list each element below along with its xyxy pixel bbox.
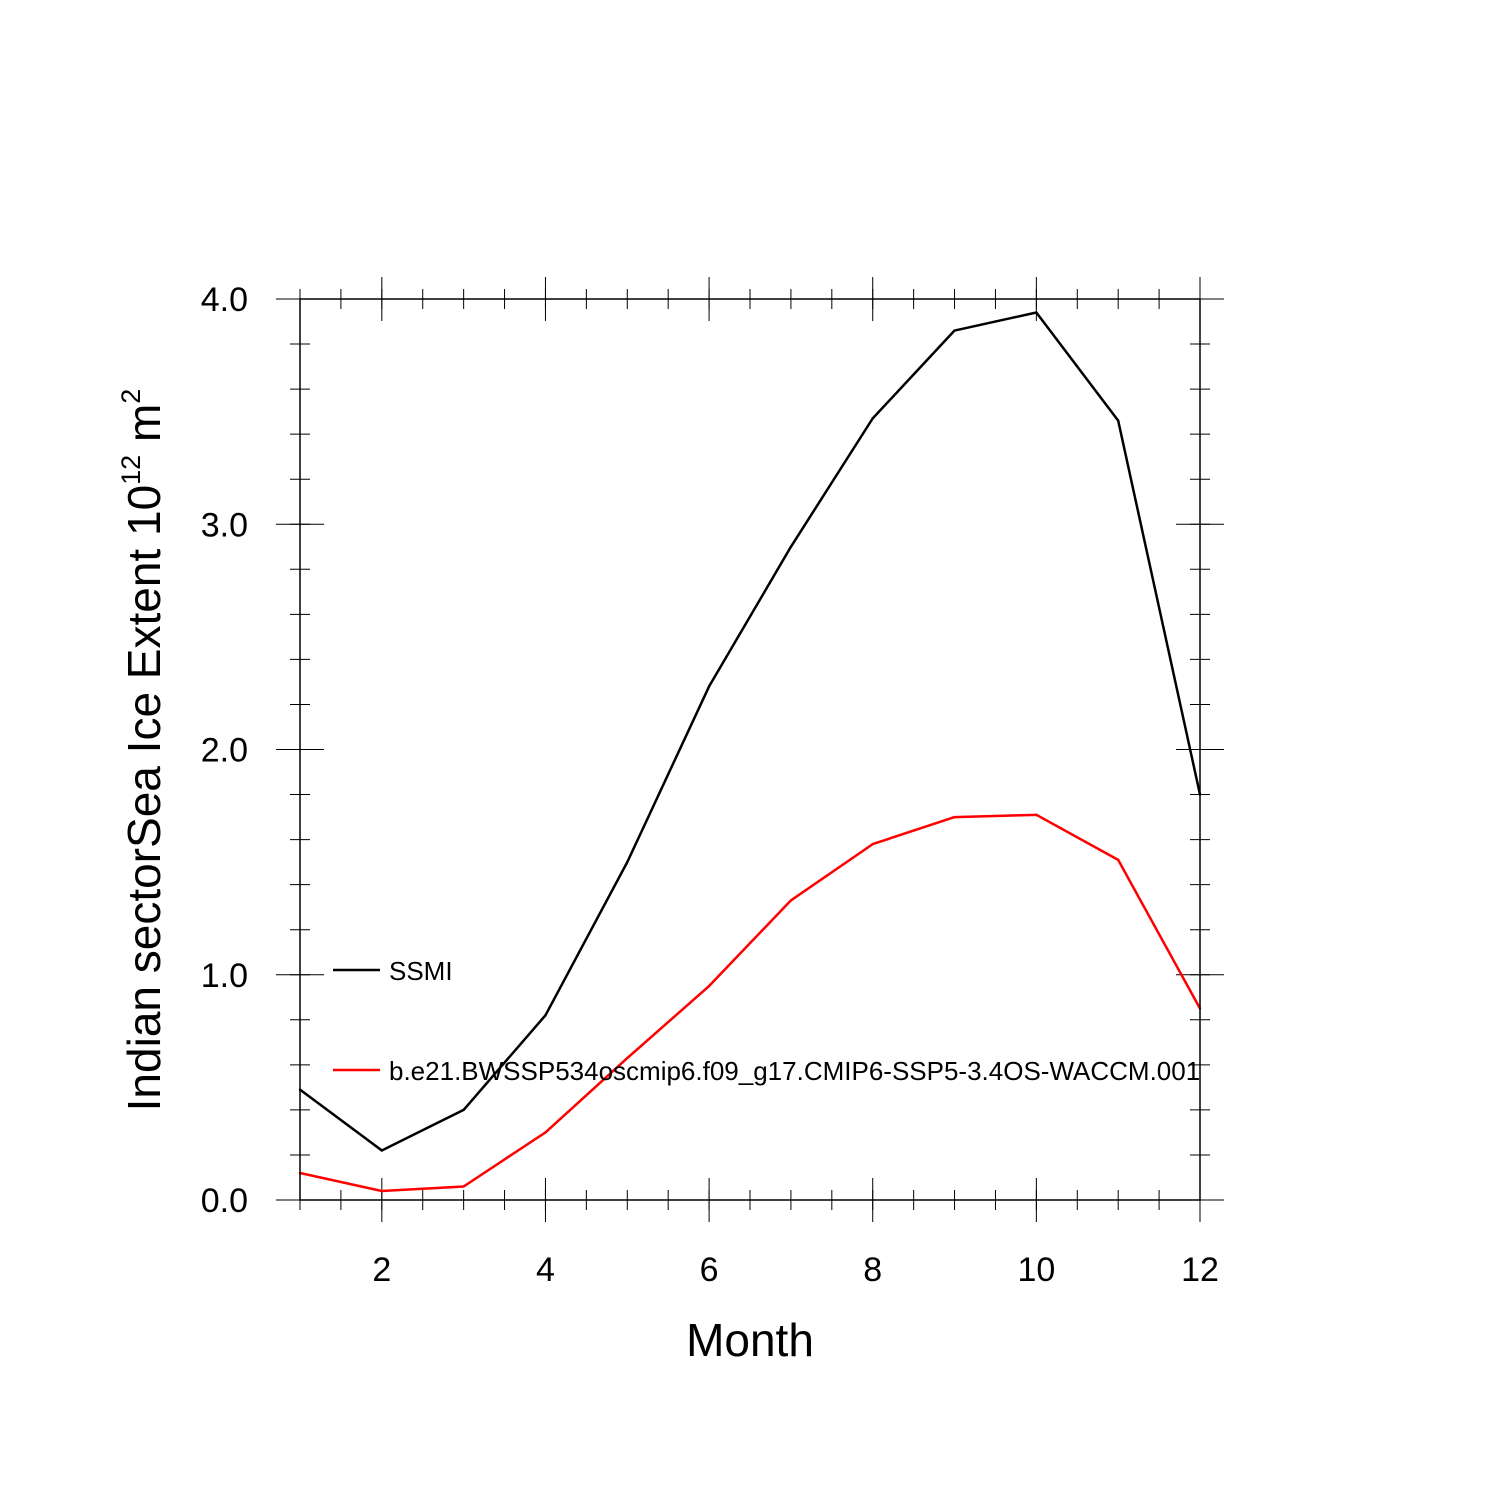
data-point	[1116, 419, 1120, 422]
data-point	[707, 984, 711, 988]
y-axis-title: Indian sectorSea Ice Extent 1012 m2	[116, 389, 170, 1112]
data-point	[789, 545, 793, 548]
tick-labels: 2 4 6 8 10 12 0.0 1.0 2.0 3.0 4.0	[201, 281, 1219, 1289]
plot-frame	[299, 298, 1201, 1201]
data-point	[544, 1131, 547, 1134]
data-point	[626, 1056, 629, 1060]
data-point	[1116, 858, 1120, 862]
series-layer	[298, 311, 1202, 1193]
x-tick-label: 12	[1181, 1251, 1219, 1289]
data-point	[462, 1185, 465, 1188]
y-axis-title-exponent: 12	[116, 455, 146, 485]
series-line-1	[299, 311, 1202, 1152]
data-point	[1035, 311, 1038, 314]
y-tick-label: 0.0	[201, 1182, 248, 1220]
x-axis-title: Month	[686, 1314, 814, 1366]
y-tick-label: 3.0	[201, 506, 248, 544]
data-point	[626, 860, 629, 864]
data-point	[1035, 813, 1038, 817]
x-tick-label: 8	[863, 1251, 882, 1289]
data-point	[953, 329, 956, 332]
data-point	[953, 815, 956, 819]
y-tick-label: 1.0	[201, 957, 248, 995]
legend: SSMI b.e21.BWSSP534oscmip6.f09_g17.CMIP6-…	[333, 956, 1200, 1086]
y-tick-label: 2.0	[201, 732, 248, 770]
data-point	[380, 1149, 384, 1152]
x-tick-label: 10	[1017, 1251, 1055, 1289]
y-axis-title-unit: m	[118, 404, 170, 455]
data-point	[380, 1189, 384, 1193]
y-axis-title-main: Indian sectorSea Ice Extent 10	[118, 485, 170, 1112]
data-point	[544, 1014, 547, 1017]
data-point	[871, 417, 874, 420]
y-tick-label: 4.0	[201, 281, 248, 319]
legend-label-1: SSMI	[389, 956, 453, 986]
x-tick-label: 4	[536, 1251, 555, 1289]
y-axis-title-unit-exponent: 2	[116, 389, 146, 404]
x-tick-label: 2	[372, 1251, 391, 1289]
data-point	[707, 685, 711, 688]
series-line-2	[299, 813, 1202, 1193]
legend-label-2: b.e21.BWSSP534oscmip6.f09_g17.CMIP6-SSP5…	[389, 1056, 1200, 1086]
data-point	[462, 1108, 465, 1112]
x-tick-label: 6	[700, 1251, 719, 1289]
data-point	[789, 899, 793, 902]
data-point	[871, 842, 874, 846]
